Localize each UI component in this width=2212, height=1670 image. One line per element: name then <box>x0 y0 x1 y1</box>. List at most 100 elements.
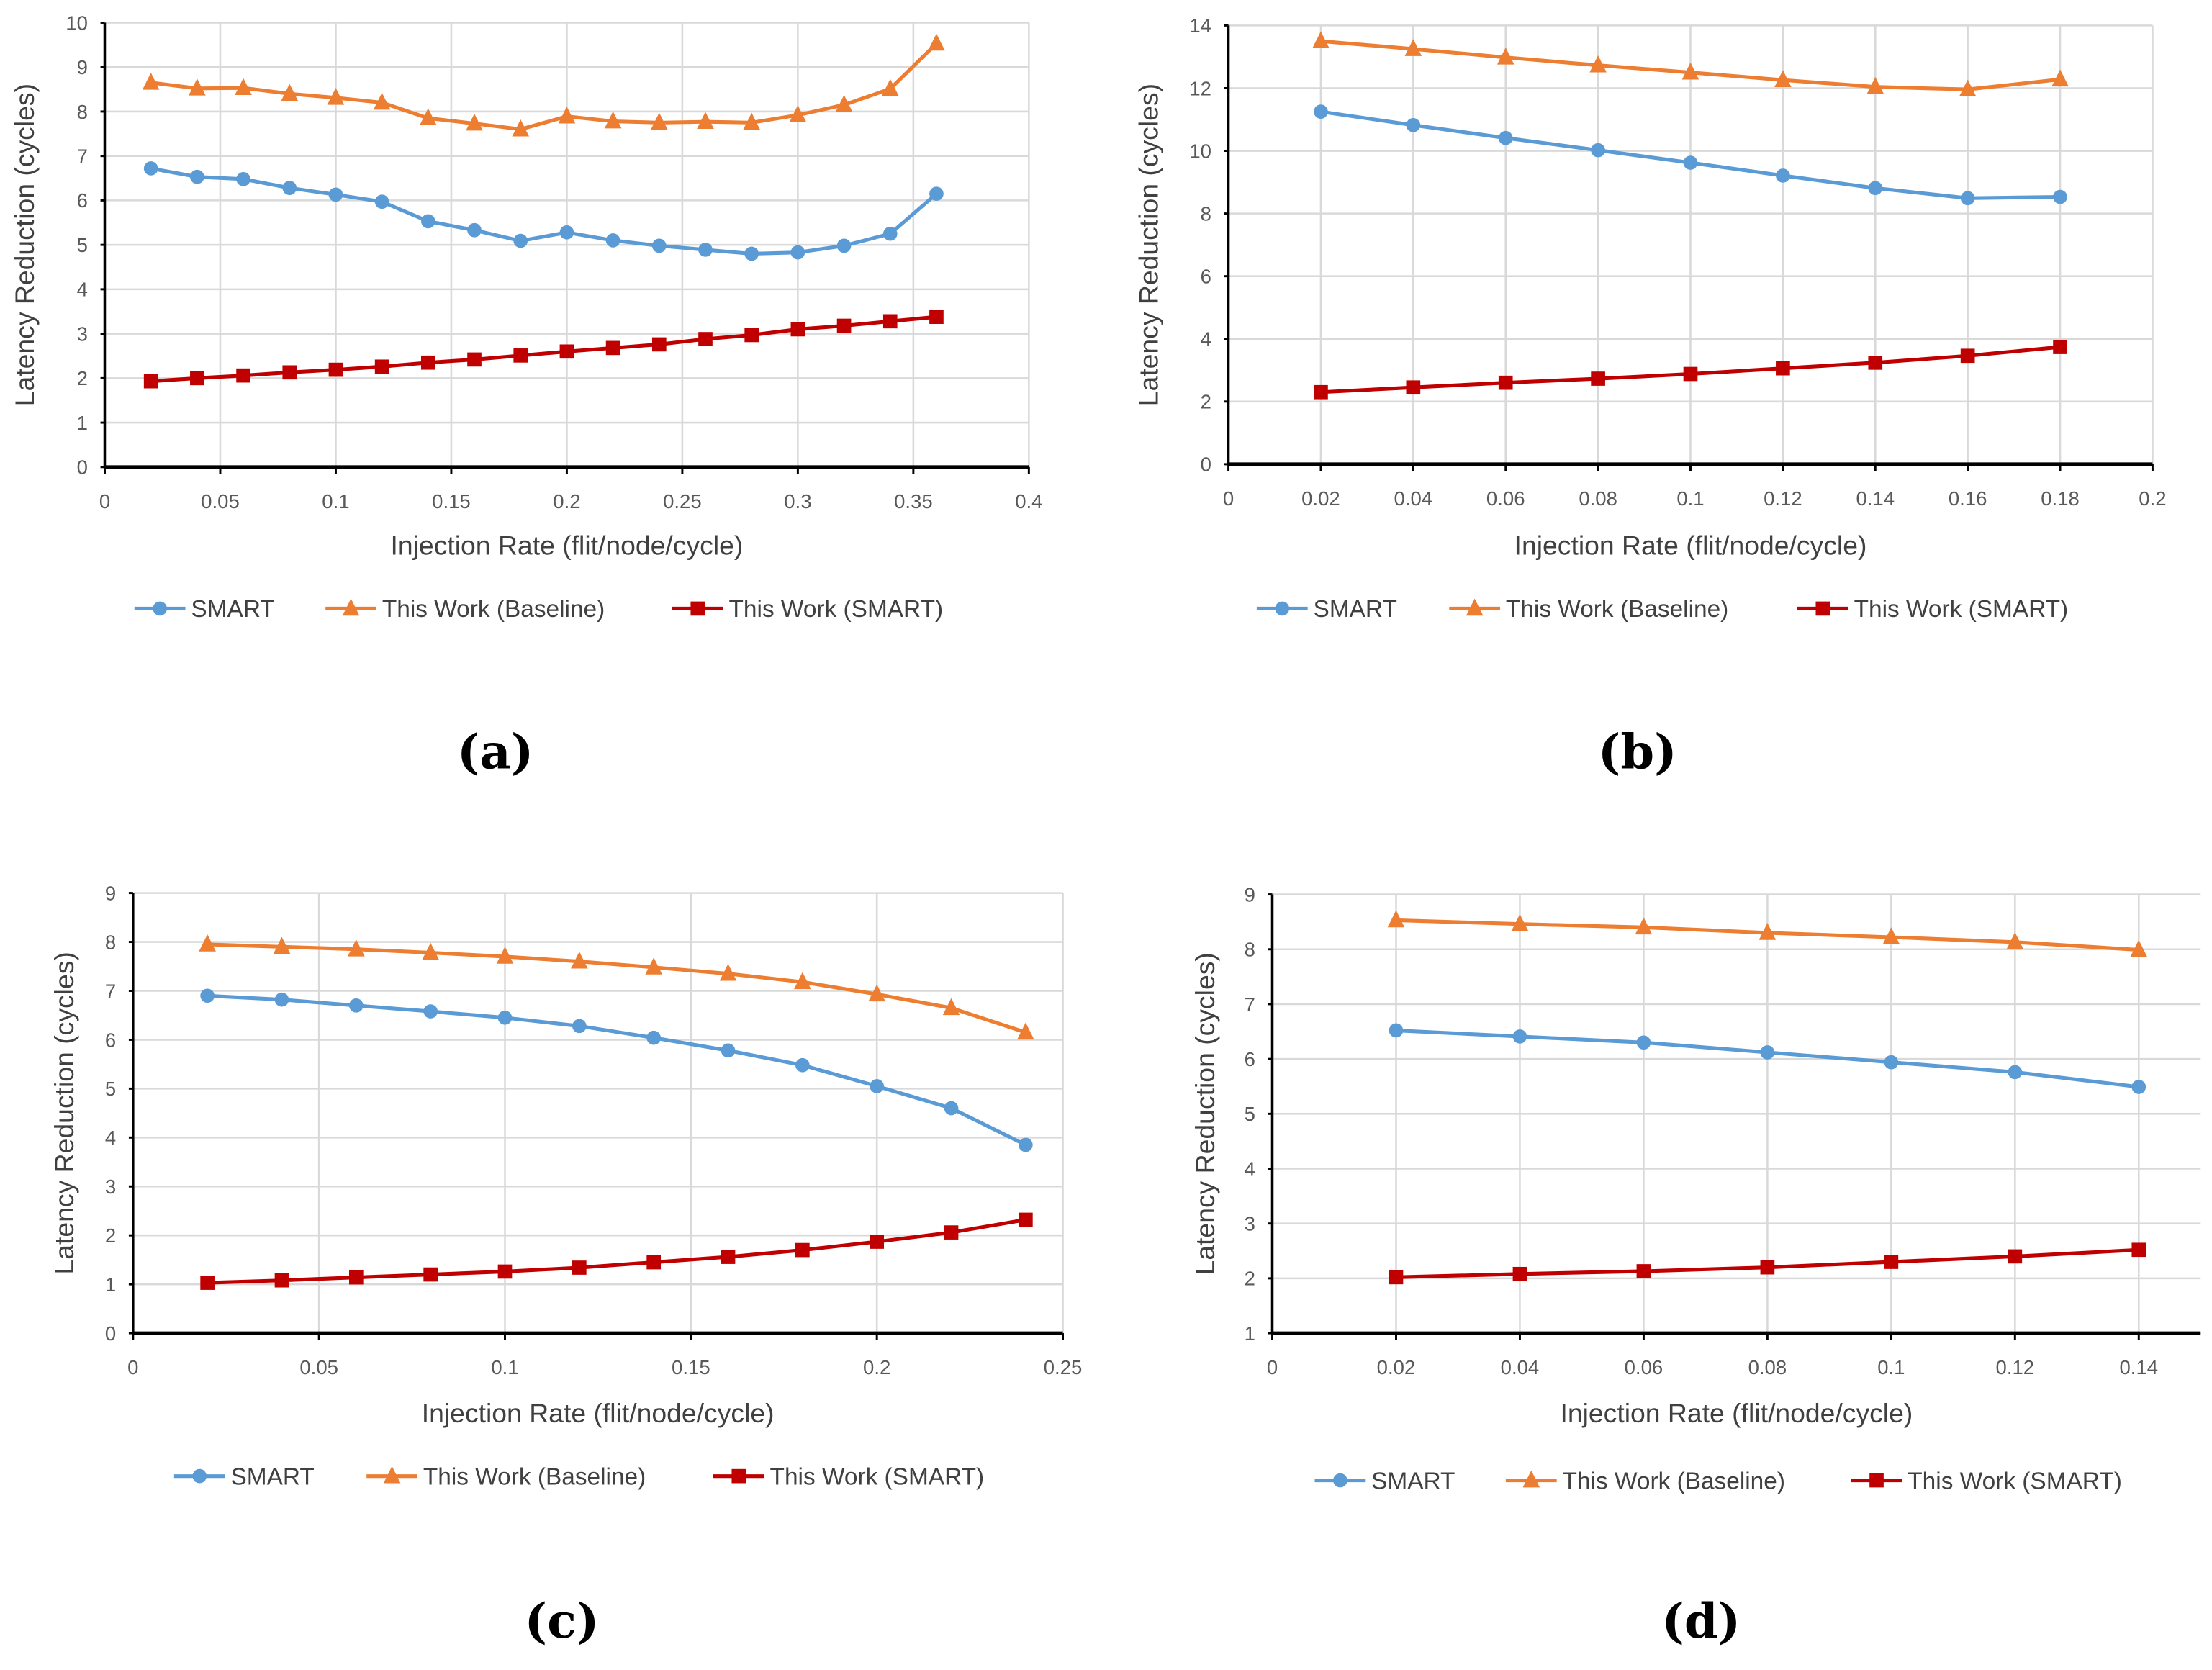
data-point <box>1404 39 1422 56</box>
x-tick-label: 0.08 <box>1748 1356 1787 1378</box>
data-point <box>929 186 944 201</box>
data-point <box>559 344 574 359</box>
legend-marker <box>1466 598 1484 616</box>
data-point <box>512 119 530 137</box>
data-point <box>235 78 252 96</box>
y-tick-label: 9 <box>105 882 116 904</box>
data-point <box>795 1242 810 1258</box>
y-tick-label: 10 <box>66 12 88 34</box>
legend-entry: SMART <box>1256 596 1397 623</box>
chart-caption: (d) <box>1661 1592 1741 1649</box>
series-this-work-baseline <box>1312 31 2069 97</box>
y-tick-label: 2 <box>105 1224 116 1247</box>
data-point <box>790 322 805 337</box>
data-point <box>651 112 668 130</box>
data-point <box>559 225 574 240</box>
series-line <box>207 1217 1026 1285</box>
y-tick-label: 4 <box>105 1127 116 1149</box>
data-point <box>1759 923 1777 940</box>
data-point <box>944 1225 959 1240</box>
data-point <box>1776 168 1790 183</box>
series-smart <box>1389 1023 2146 1094</box>
data-point <box>2131 1242 2146 1258</box>
data-point <box>789 105 807 122</box>
x-tick-label: 0.2 <box>553 490 580 513</box>
data-point <box>1019 1137 1033 1152</box>
data-point <box>273 936 291 954</box>
data-point <box>2131 1080 2146 1094</box>
x-axis-title: Injection Rate (flit/node/cycle) <box>422 1398 775 1428</box>
legend-entry: SMART <box>1314 1468 1455 1494</box>
data-point <box>1512 1266 1527 1281</box>
x-tick-label: 0.02 <box>1377 1356 1416 1378</box>
x-tick-label: 0.18 <box>2041 487 2080 510</box>
x-tick-label: 0.1 <box>1676 487 1704 510</box>
legend-label: This Work (Baseline) <box>423 1463 646 1490</box>
data-point <box>421 214 435 229</box>
y-tick-label: 3 <box>77 322 88 345</box>
data-point <box>1511 913 1529 931</box>
legend-entry: This Work (SMART) <box>672 596 943 623</box>
data-point <box>558 106 576 124</box>
data-point <box>348 1270 364 1285</box>
x-axis-title: Injection Rate (flit/node/cycle) <box>390 531 743 561</box>
data-point <box>928 33 945 51</box>
data-point <box>651 337 667 352</box>
data-point <box>2051 69 2069 87</box>
data-point <box>142 73 160 90</box>
series-this-work-smart <box>143 310 944 389</box>
series-line <box>207 942 1026 1034</box>
x-tick-label: 0.06 <box>1625 1356 1663 1378</box>
data-point <box>422 942 439 960</box>
data-point <box>497 1264 513 1279</box>
y-tick-label: 4 <box>1245 1157 1255 1180</box>
data-point <box>1406 118 1421 132</box>
data-point <box>646 1255 662 1270</box>
legend-entry: This Work (Baseline) <box>1505 1468 1785 1494</box>
data-point <box>881 78 899 96</box>
x-tick-label: 0.4 <box>1015 490 1042 513</box>
series-this-work-baseline <box>199 934 1034 1040</box>
data-point <box>200 988 215 1003</box>
data-point <box>1314 384 1328 400</box>
y-tick-label: 5 <box>105 1078 116 1100</box>
data-point <box>1406 380 1421 395</box>
legend-label: SMART <box>1371 1468 1455 1494</box>
y-tick-label: 4 <box>1201 328 1211 351</box>
legend-entry: SMART <box>134 596 275 623</box>
y-tick-label: 4 <box>77 279 88 301</box>
series-line <box>150 42 938 132</box>
y-tick-label: 0 <box>77 456 88 479</box>
y-tick-label: 0 <box>105 1322 116 1345</box>
chart-b: 0 2 4 6 8 10 12 14 0 0.02 0.04 0.06 0.08 0.1 0.12 0.14 0… <box>1133 14 2166 780</box>
data-point <box>1387 910 1405 928</box>
x-tick-label: 0 <box>127 1356 138 1378</box>
data-point <box>698 243 713 257</box>
series-this-work-smart <box>1389 1242 2146 1285</box>
x-tick-label: 0.12 <box>1764 487 1802 510</box>
series-line <box>207 993 1026 1147</box>
legend-label: SMART <box>230 1463 314 1490</box>
data-point <box>2053 340 2067 354</box>
y-tick-label: 3 <box>1245 1213 1255 1235</box>
x-tick-label: 0.12 <box>1996 1356 2035 1378</box>
data-point <box>143 161 158 176</box>
legend-entry: This Work (Baseline) <box>1449 596 1728 623</box>
x-tick-label: 0 <box>1267 1356 1278 1378</box>
legend-label: This Work (Baseline) <box>1563 1468 1785 1494</box>
series-line <box>150 315 937 384</box>
data-point <box>281 84 299 101</box>
x-tick-label: 0.14 <box>2120 1356 2159 1378</box>
legend-marker <box>1275 601 1290 616</box>
data-point <box>651 238 667 253</box>
data-point <box>423 1267 438 1282</box>
data-point <box>2130 939 2148 957</box>
data-point <box>721 1043 736 1058</box>
data-point <box>467 352 482 367</box>
data-point <box>870 1235 885 1249</box>
legend-marker <box>1869 1473 1884 1488</box>
data-point <box>1017 1022 1034 1040</box>
data-point <box>1681 62 1699 80</box>
series-smart <box>143 161 944 261</box>
y-tick-label: 8 <box>1201 202 1211 225</box>
